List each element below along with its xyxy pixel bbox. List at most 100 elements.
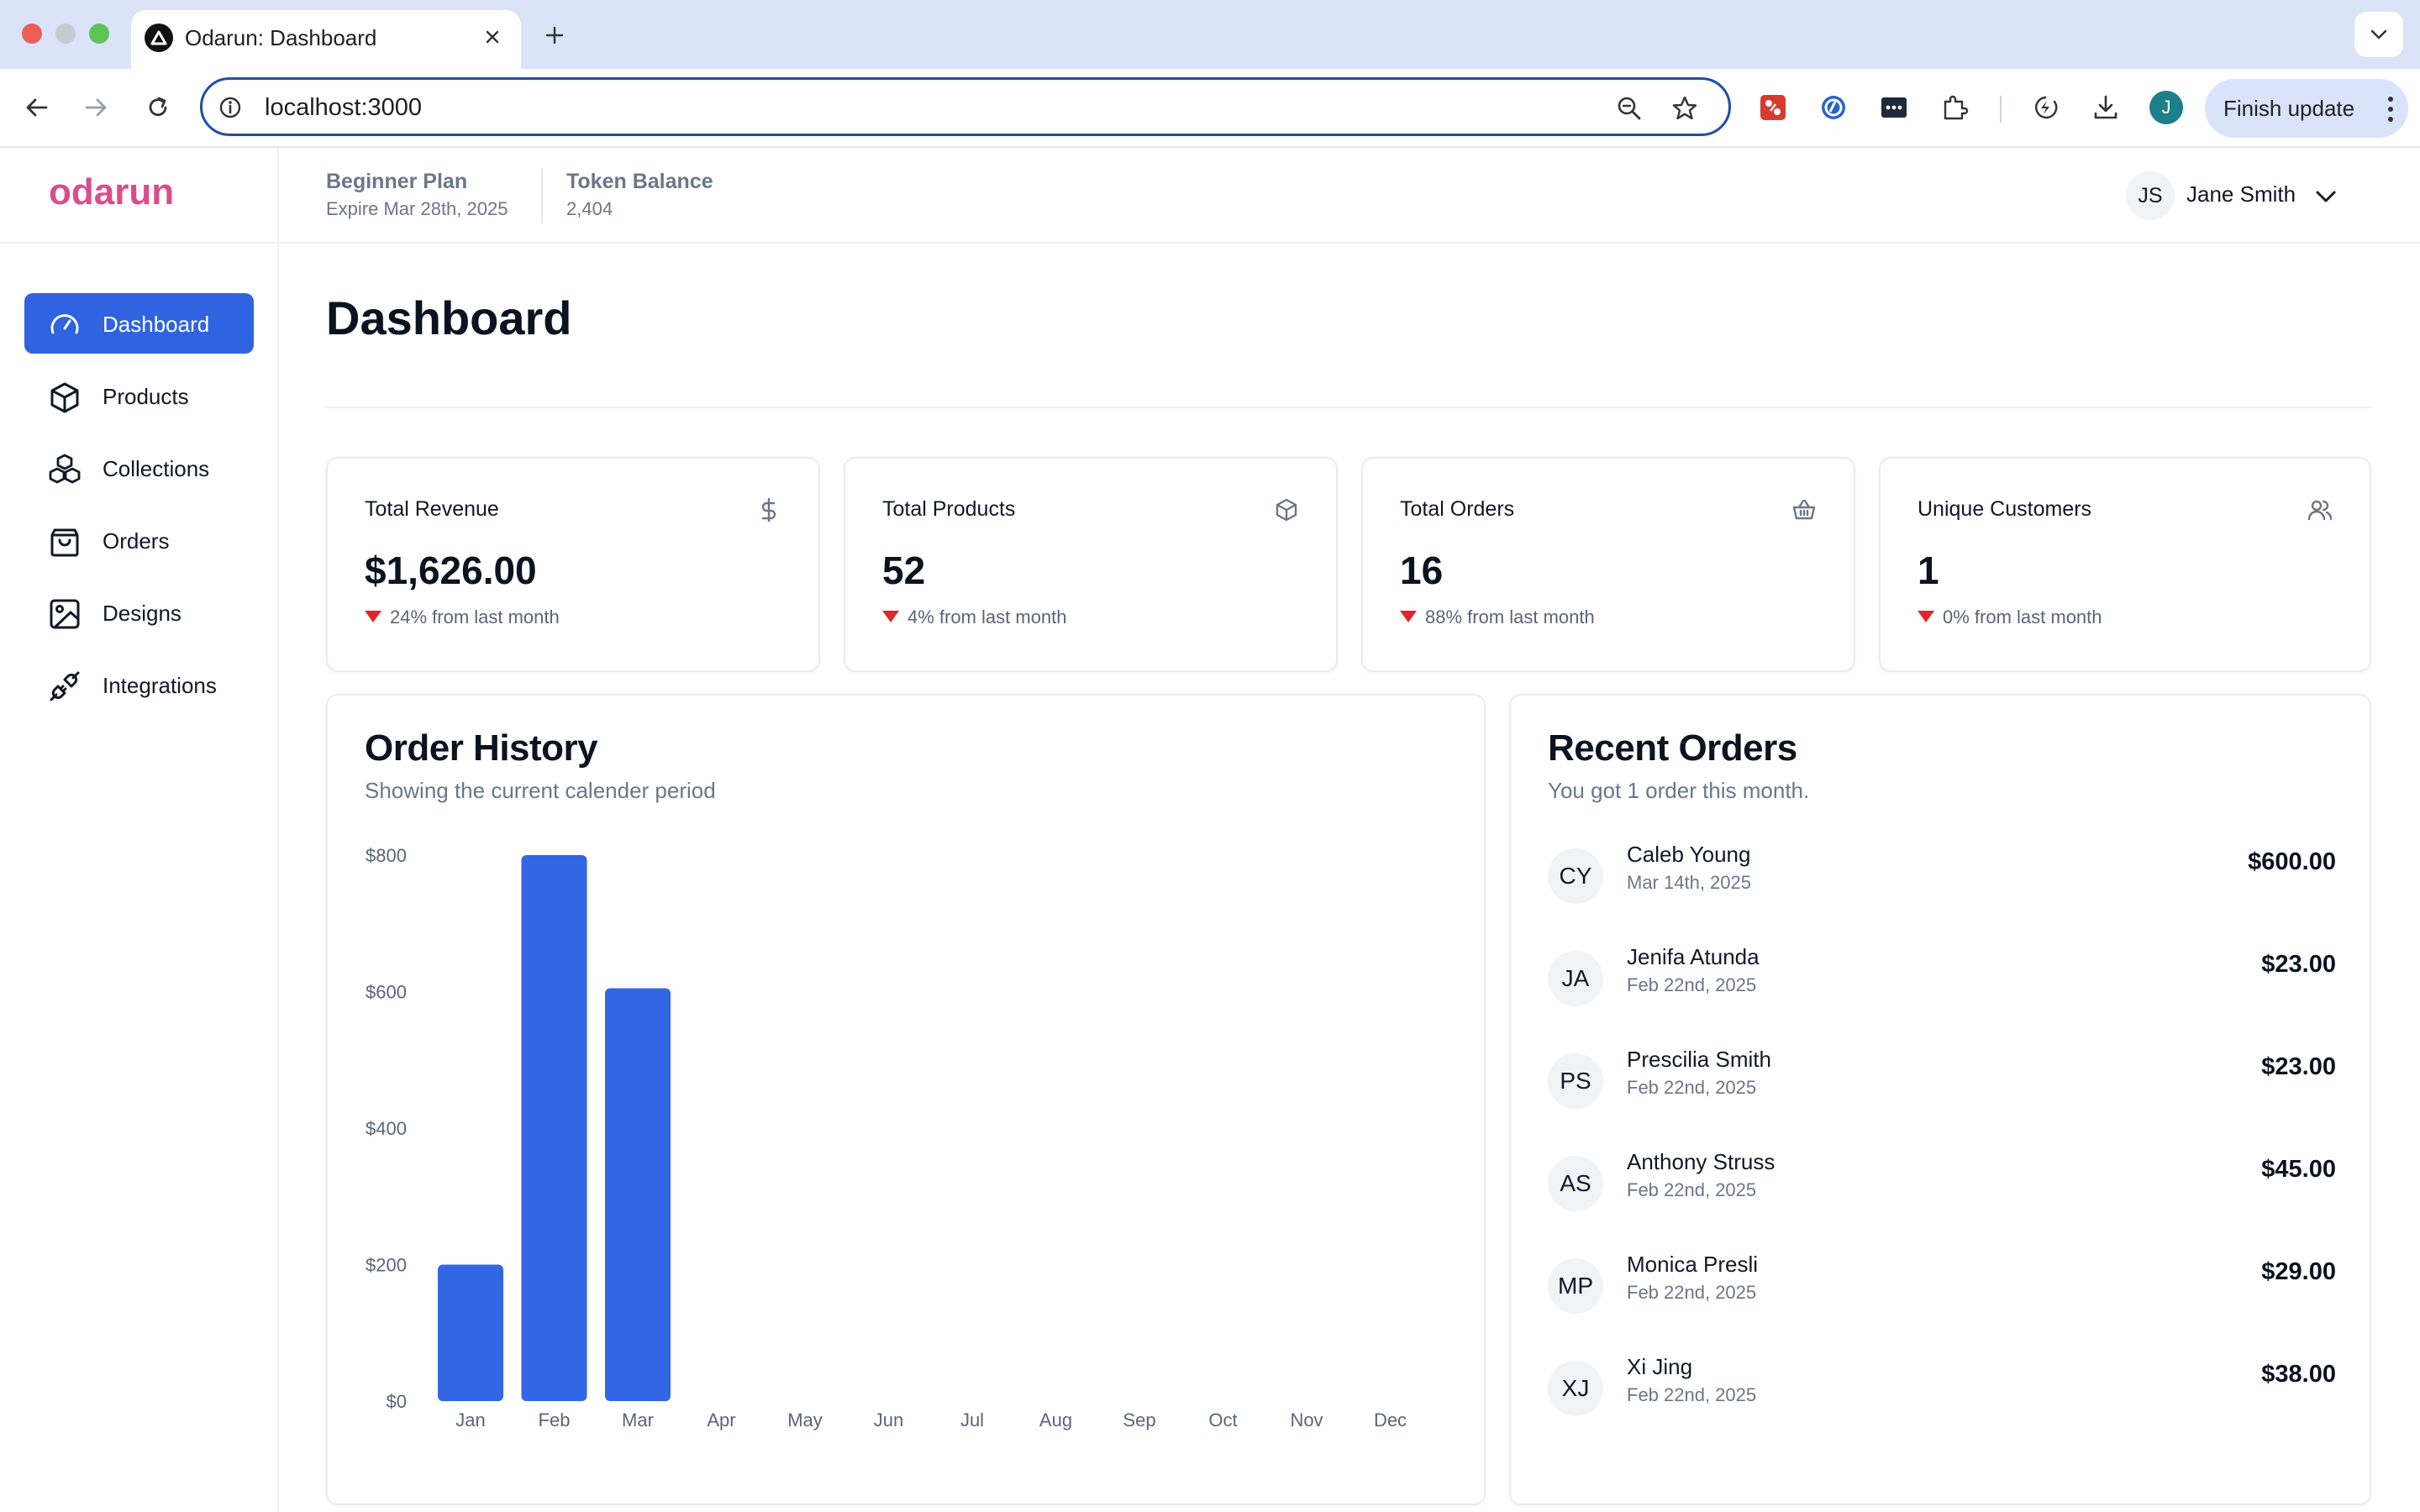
title-divider xyxy=(326,407,2371,408)
page-title: Dashboard xyxy=(326,291,572,344)
stat-trend: 88% from last month xyxy=(1400,606,1595,628)
triangle-logo-icon xyxy=(145,24,173,52)
image-icon xyxy=(50,599,80,629)
reload-icon[interactable] xyxy=(139,89,176,126)
customer-avatar: AS xyxy=(1548,1156,1603,1211)
stat-trend: 24% from last month xyxy=(365,606,560,628)
shopping-bag-icon xyxy=(50,528,79,557)
stat-value: 1 xyxy=(1918,549,1939,592)
sidebar-item-label: Collections xyxy=(103,456,210,481)
bar-feb[interactable] xyxy=(521,855,587,1401)
user-avatar[interactable]: JS xyxy=(2126,171,2175,220)
user-name[interactable]: Jane Smith xyxy=(2186,181,2296,207)
stat-trend-text: 4% from last month xyxy=(908,606,1067,627)
customer-name: Xi Jing xyxy=(1627,1354,1693,1379)
browser-tab-active[interactable]: Odarun: Dashboard xyxy=(131,10,521,69)
order-history-chart: $0 $200 $400 $600 $800 Jan Feb Mar Apr May Jun Jul A… xyxy=(366,845,1407,1431)
browser-toolbar: localhost:3000 J Finish update xyxy=(0,69,2420,148)
site-info-icon[interactable] xyxy=(218,95,243,120)
stat-card-customers: Unique Customers 1 0% from last month xyxy=(1879,457,2371,672)
order-date: Feb 22nd, 2025 xyxy=(1627,1282,1757,1303)
chevron-down-icon[interactable] xyxy=(2312,183,2339,210)
stat-trend-text: 0% from last month xyxy=(1943,606,2102,627)
list-item[interactable]: XJ Xi Jing Feb 22nd, 2025 $38.00 xyxy=(1548,1354,2336,1430)
order-history-panel: Order History Showing the current calend… xyxy=(326,694,1486,1505)
profile-avatar[interactable]: J xyxy=(2149,91,2183,124)
sidebar-item-orders[interactable]: Orders xyxy=(24,510,254,570)
stat-card-products: Total Products 52 4% from last month xyxy=(844,457,1338,672)
sidebar-item-collections[interactable]: Collections xyxy=(24,438,254,498)
sidebar-item-products[interactable]: Products xyxy=(24,365,254,426)
performance-bolt-icon[interactable] xyxy=(2027,89,2064,126)
download-icon[interactable] xyxy=(2087,89,2124,126)
close-window-button[interactable] xyxy=(22,24,42,44)
extension-red-icon[interactable] xyxy=(1754,89,1791,126)
box-icon xyxy=(50,382,79,413)
customer-name: Anthony Struss xyxy=(1627,1149,1776,1174)
minimize-window-button[interactable] xyxy=(55,24,76,44)
app-header: odarun Beginner Plan Expire Mar 28th, 20… xyxy=(0,148,2420,244)
order-history-title: Order History xyxy=(365,727,598,769)
stat-trend-text: 24% from last month xyxy=(390,606,560,627)
x-tick-label: Jul xyxy=(960,1410,984,1431)
sidebar-item-integrations[interactable]: Integrations xyxy=(24,654,254,715)
list-item[interactable]: MP Monica Presli Feb 22nd, 2025 $29.00 xyxy=(1548,1252,2336,1327)
customer-avatar: CY xyxy=(1548,848,1603,904)
list-item[interactable]: PS Prescilia Smith Feb 22nd, 2025 $23.00 xyxy=(1548,1047,2336,1122)
y-tick-label: $800 xyxy=(366,845,407,866)
recent-orders-panel: Recent Orders You got 1 order this month… xyxy=(1509,694,2371,1505)
recent-orders-subtitle: You got 1 order this month. xyxy=(1548,778,1810,803)
sidebar-item-label: Dashboard xyxy=(103,312,210,337)
x-tick-label: Nov xyxy=(1290,1410,1323,1431)
recent-orders-title: Recent Orders xyxy=(1548,727,1797,769)
customer-avatar: XJ xyxy=(1548,1361,1603,1416)
zoom-icon[interactable] xyxy=(1614,93,1644,123)
stat-title: Total Products xyxy=(882,497,1016,521)
bookmark-star-icon[interactable] xyxy=(1670,93,1700,123)
x-tick-label: Feb xyxy=(539,1410,571,1431)
list-item[interactable]: JA Jenifa Atunda Feb 22nd, 2025 $23.00 xyxy=(1548,944,2336,1020)
list-item[interactable]: AS Anthony Struss Feb 22nd, 2025 $45.00 xyxy=(1548,1149,2336,1225)
sidebar-item-label: Designs xyxy=(103,601,182,626)
sidebar-item-label: Integrations xyxy=(103,673,217,698)
order-amount: $45.00 xyxy=(2261,1156,2336,1183)
y-tick-label: $400 xyxy=(366,1118,407,1139)
customer-avatar: JA xyxy=(1548,951,1603,1006)
header-divider xyxy=(541,168,543,223)
bar-mar[interactable] xyxy=(605,988,671,1401)
brand-logo[interactable]: odarun xyxy=(49,171,175,213)
new-tab-plus-icon[interactable] xyxy=(538,18,571,52)
token-balance-value: 2,404 xyxy=(566,198,613,219)
stat-title: Total Revenue xyxy=(365,497,499,521)
toolbar-divider xyxy=(2000,96,2002,123)
list-item[interactable]: CY Caleb Young Mar 14th, 2025 $600.00 xyxy=(1548,842,2336,917)
sidebar-item-designs[interactable]: Designs xyxy=(24,582,254,643)
sidebar-divider xyxy=(277,148,279,1512)
token-balance-title: Token Balance xyxy=(566,170,713,193)
customer-avatar: PS xyxy=(1548,1053,1603,1109)
bar-jan[interactable] xyxy=(438,1264,503,1402)
gauge-icon xyxy=(50,314,79,334)
url-text[interactable]: localhost:3000 xyxy=(265,94,423,121)
tab-search-chevron-icon[interactable] xyxy=(2354,12,2403,57)
customer-name: Jenifa Atunda xyxy=(1627,944,1760,969)
extension-blue-circle-icon[interactable] xyxy=(1815,89,1852,126)
stat-title: Unique Customers xyxy=(1918,497,2092,521)
trend-down-icon xyxy=(365,611,381,622)
maximize-window-button[interactable] xyxy=(89,24,109,44)
extensions-puzzle-icon[interactable] xyxy=(1936,89,1973,126)
more-vert-icon xyxy=(2388,97,2393,122)
plan-expiry: Expire Mar 28th, 2025 xyxy=(326,198,508,219)
back-arrow-icon[interactable] xyxy=(18,89,55,126)
forward-arrow-icon[interactable] xyxy=(77,89,114,126)
stat-card-orders: Total Orders 16 88% from last month xyxy=(1361,457,1855,672)
y-tick-label: $0 xyxy=(387,1391,407,1412)
address-bar[interactable]: localhost:3000 xyxy=(200,77,1731,136)
y-tick-label: $200 xyxy=(366,1255,407,1276)
x-tick-label: Oct xyxy=(1208,1410,1237,1431)
sidebar-item-dashboard[interactable]: Dashboard xyxy=(24,293,254,354)
finish-update-button[interactable]: Finish update xyxy=(2205,79,2408,138)
close-tab-icon[interactable] xyxy=(477,22,508,52)
password-manager-icon[interactable] xyxy=(1876,89,1912,126)
order-date: Mar 14th, 2025 xyxy=(1627,872,1751,893)
